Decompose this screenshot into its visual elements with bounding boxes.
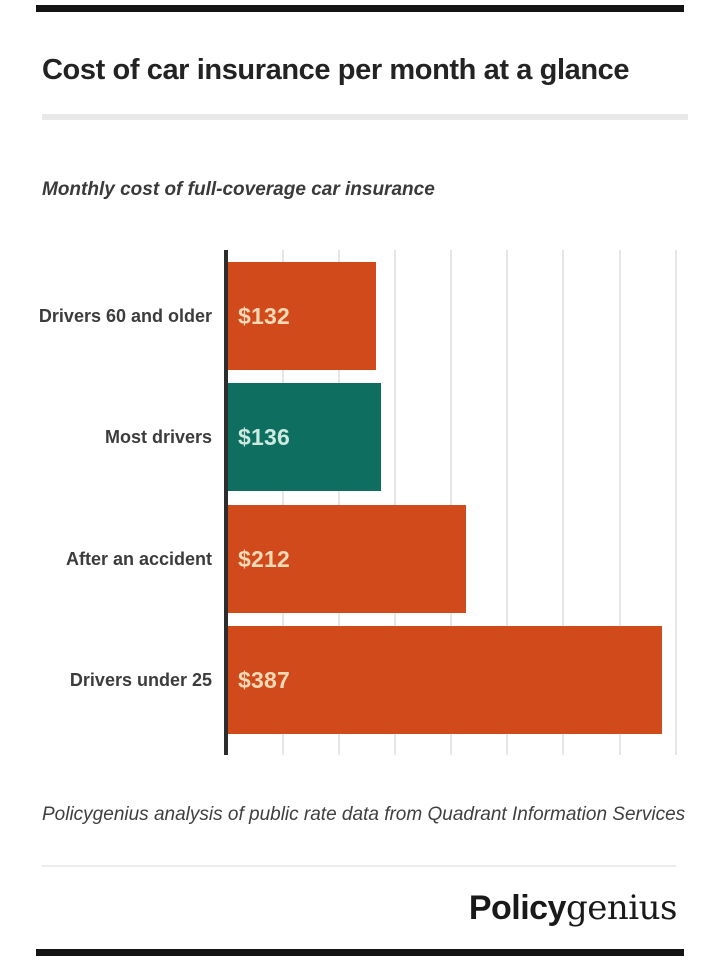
bar-row: Most drivers $136 [0, 383, 720, 491]
gridline [619, 250, 621, 755]
gridline [506, 250, 508, 755]
y-axis-line [224, 250, 228, 755]
bar-chart: Drivers 60 and older $132 Most drivers $136… [0, 250, 720, 755]
bar-value-label: $136 [238, 423, 290, 450]
bar: $136 [228, 383, 381, 491]
bar-value-label: $387 [238, 666, 290, 693]
category-label: Drivers 60 and older [38, 305, 212, 326]
bar-row: Drivers 60 and older $132 [0, 262, 720, 370]
gridline [394, 250, 396, 755]
category-label: Drivers under 25 [69, 669, 212, 690]
bar-row: After an accident $212 [0, 505, 720, 613]
policygenius-logo: Policygenius [468, 888, 678, 928]
bar-row: Drivers under 25 $387 [0, 626, 720, 734]
gridline [562, 250, 564, 755]
bar: $212 [228, 505, 466, 613]
bar: $132 [228, 262, 376, 370]
top-rule [36, 5, 684, 12]
source-note: Policygenius analysis of public rate dat… [42, 804, 686, 825]
footer-divider [42, 865, 676, 867]
gridline [450, 250, 452, 755]
logo-genius-text: genius [565, 888, 678, 928]
chart-subtitle: Monthly cost of full-coverage car insura… [42, 179, 435, 200]
gridline [338, 250, 340, 755]
logo-policy-text: Policy [468, 889, 567, 927]
bar: $387 [228, 626, 662, 734]
bar-value-label: $212 [238, 545, 290, 572]
title-divider [42, 114, 688, 120]
page-title: Cost of car insurance per month at a gla… [42, 54, 630, 86]
category-label: Most drivers [104, 426, 212, 447]
category-label: After an accident [65, 548, 212, 569]
bottom-rule [36, 949, 684, 956]
gridline [282, 250, 284, 755]
gridline [675, 250, 677, 755]
bar-value-label: $132 [238, 302, 290, 329]
